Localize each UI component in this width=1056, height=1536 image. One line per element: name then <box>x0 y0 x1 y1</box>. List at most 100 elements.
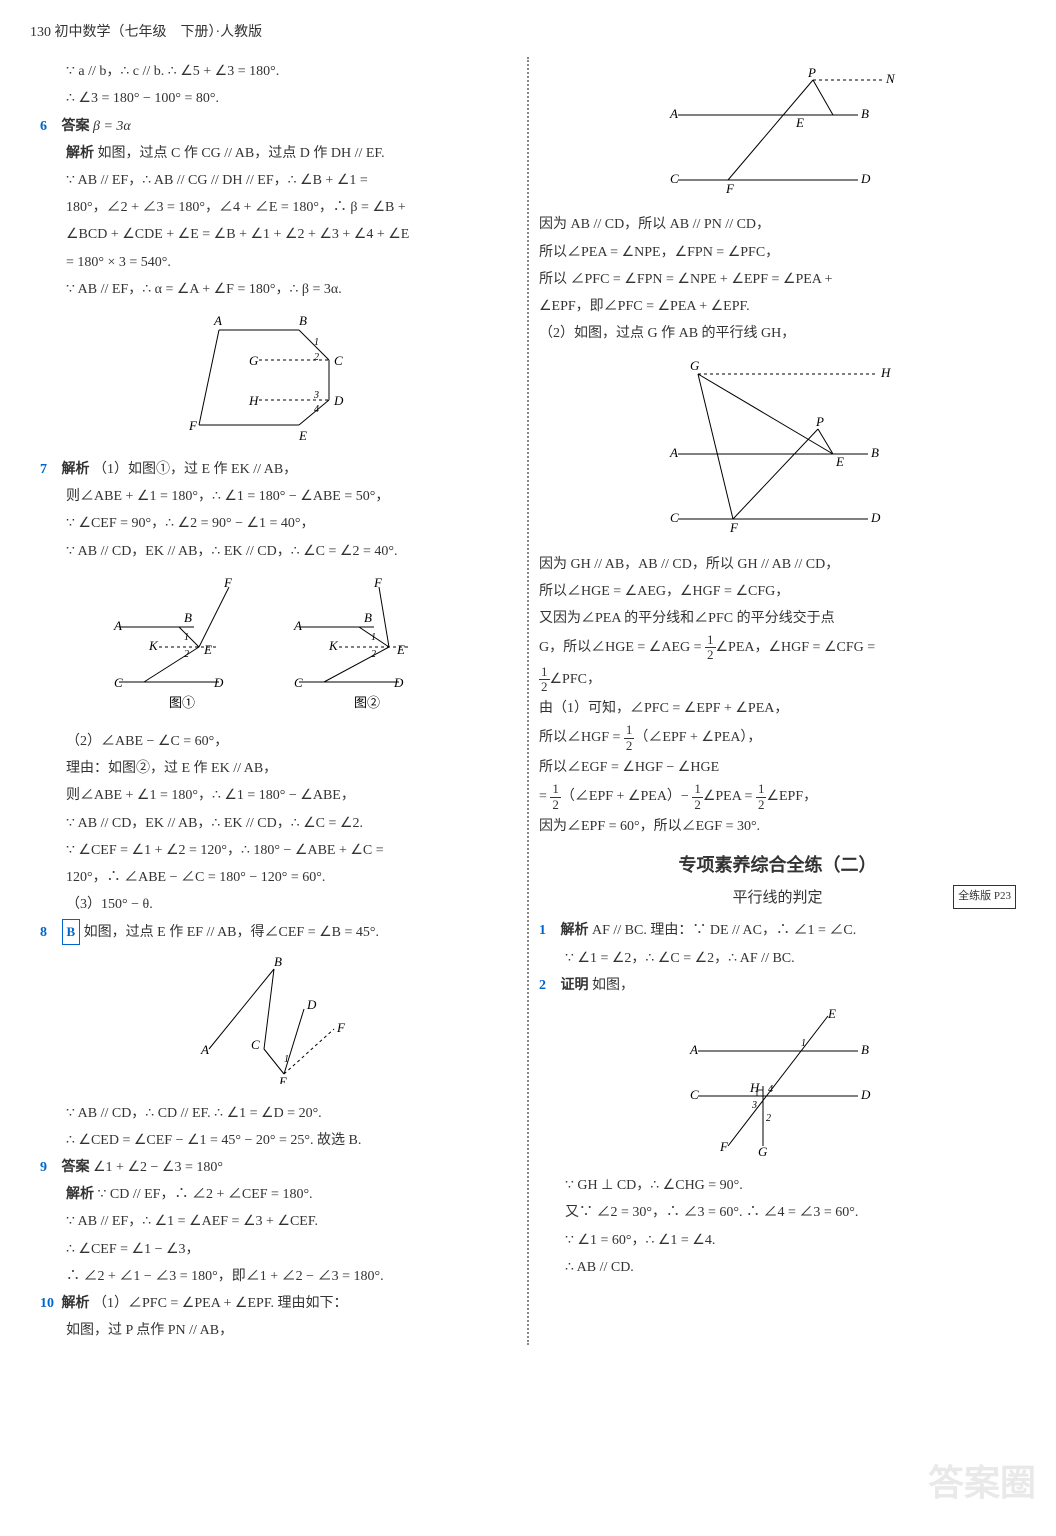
svg-text:F: F <box>336 1020 346 1035</box>
svg-text:4: 4 <box>768 1084 773 1095</box>
text: （1）如图①，过 E 作 EK // AB， <box>93 462 297 477</box>
text-line: 所以 ∠PFC = ∠FPN = ∠NPE + ∠EPF = ∠PEA + <box>539 267 1016 292</box>
text-line: ∵ ∠1 = 60°，∴ ∠1 = ∠4. <box>539 1228 1016 1253</box>
svg-text:2: 2 <box>371 649 376 660</box>
question-8: 8 B 如图，过点 E 作 EF // AB，得∠CEF = ∠B = 45°. <box>40 919 517 945</box>
text-line: ∵ a // b，∴ c // b. ∴ ∠5 + ∠3 = 180°. <box>40 59 517 84</box>
text-line: 则∠ABE + ∠1 = 180°，∴ ∠1 = 180° − ∠ABE = 5… <box>40 484 517 509</box>
svg-text:K: K <box>328 638 339 653</box>
svg-text:D: D <box>213 675 224 690</box>
text-line: 理由：如图②，过 E 作 EK // AB， <box>40 756 517 781</box>
svg-text:2: 2 <box>314 352 319 363</box>
text-line: = 12（∠EPF + ∠PEA）− 12∠PEA = 12∠EPF， <box>539 782 1016 812</box>
answer-text: β = 3α <box>93 119 131 134</box>
text: （1）∠PFC = ∠PEA + ∠EPF. 理由如下： <box>93 1296 347 1311</box>
question-6: 6 答案 β = 3α <box>40 114 517 139</box>
svg-text:B: B <box>861 1042 869 1057</box>
svg-text:A: A <box>293 618 302 633</box>
svg-text:C: C <box>690 1087 699 1102</box>
svg-text:F: F <box>719 1139 729 1154</box>
svg-text:3: 3 <box>313 390 319 401</box>
svg-text:A: A <box>669 445 678 460</box>
page-header: 130 初中数学（七年级 下册）·人教版 <box>30 20 1026 45</box>
svg-text:G: G <box>249 353 259 368</box>
text-line: ∠EPF，即∠PFC = ∠PEA + ∠EPF. <box>539 294 1016 319</box>
svg-text:F: F <box>188 418 198 433</box>
answer-label: 答案 <box>62 1160 90 1175</box>
question-number: 1 <box>539 918 557 943</box>
svg-text:1: 1 <box>184 632 189 643</box>
right-column: AB CD PN EF 因为 AB // CD，所以 AB // PN // C… <box>529 57 1026 1345</box>
svg-text:F: F <box>373 575 383 590</box>
section-subtitle: 平行线的判定 全练版 P23 <box>539 885 1016 912</box>
text-line: 解析 如图，过点 C 作 CG // AB，过点 D 作 DH // EF. <box>40 141 517 166</box>
text-line: ∴ ∠CED = ∠CEF − ∠1 = 45° − 20° = 25°. 故选… <box>40 1128 517 1153</box>
text-line: ∵ AB // EF，∴ AB // CG // DH // EF，∴ ∠B +… <box>40 168 517 193</box>
svg-text:G: G <box>690 358 700 373</box>
question-number: 8 <box>40 920 58 945</box>
text-line: 解析 ∵ CD // EF，∴ ∠2 + ∠CEF = 180°. <box>40 1182 517 1207</box>
svg-text:A: A <box>113 618 122 633</box>
text-line: 所以∠PEA = ∠NPE，∠FPN = ∠PFC， <box>539 240 1016 265</box>
text-line: 12∠PFC， <box>539 665 1016 695</box>
jiexi-label: 解析 <box>66 1187 94 1202</box>
proof-label: 证明 <box>561 978 589 993</box>
text-line: ∵ AB // CD，∴ CD // EF. ∴ ∠1 = ∠D = 20°. <box>40 1101 517 1126</box>
text-line: 所以∠HGE = ∠AEG，∠HGF = ∠CFG， <box>539 579 1016 604</box>
text: 如图，过点 E 作 EF // AB，得∠CEF = ∠B = 45°. <box>84 925 379 940</box>
svg-text:1: 1 <box>284 1054 289 1065</box>
text-line: 所以∠EGF = ∠HGF − ∠HGE <box>539 755 1016 780</box>
svg-text:2: 2 <box>184 649 189 660</box>
text-line: 如图，过 P 点作 PN // AB， <box>40 1318 517 1343</box>
text-line: G，所以∠HGE = ∠AEG = 12∠PEA，∠HGF = ∠CFG = <box>539 633 1016 663</box>
svg-text:G: G <box>758 1144 768 1156</box>
question-number: 6 <box>40 114 58 139</box>
svg-text:E: E <box>278 1074 287 1084</box>
answer-choice-box: B <box>62 919 81 944</box>
answer-label: 答案 <box>62 119 90 134</box>
svg-text:E: E <box>835 454 844 469</box>
svg-text:B: B <box>364 610 372 625</box>
svg-text:E: E <box>795 115 804 130</box>
jiexi-label: 解析 <box>62 1296 90 1311</box>
svg-text:H: H <box>248 393 259 408</box>
svg-text:D: D <box>393 675 404 690</box>
question-number: 7 <box>40 457 58 482</box>
diagram-r1: AB CD PN EF <box>539 65 1016 204</box>
svg-text:C: C <box>294 675 303 690</box>
problem-1: 1 解析 AF // BC. 理由：∵ DE // AC，∴ ∠1 = ∠C. <box>539 918 1016 943</box>
text-line: ∠BCD + ∠CDE + ∠E = ∠B + ∠1 + ∠2 + ∠3 + ∠… <box>40 222 517 247</box>
svg-text:A: A <box>213 313 222 328</box>
question-7: 7 解析 （1）如图①，过 E 作 EK // AB， <box>40 457 517 482</box>
question-number: 10 <box>40 1291 58 1316</box>
text: 如图，过点 C 作 CG // AB，过点 D 作 DH // EF. <box>98 146 385 161</box>
watermark: 答案圈 <box>928 1451 1036 1516</box>
text-line: ∴ ∠CEF = ∠1 − ∠3， <box>40 1237 517 1262</box>
diagram-p2: AB CD EF GH 1 4 3 2 <box>539 1006 1016 1165</box>
svg-text:C: C <box>334 353 343 368</box>
diagram-q6: AB CD EF GH 1 2 3 4 <box>40 310 517 449</box>
question-number: 9 <box>40 1155 58 1180</box>
diagram-r2: GH AB CD PE F <box>539 354 1016 543</box>
svg-text:K: K <box>148 638 159 653</box>
svg-text:3: 3 <box>751 1100 757 1111</box>
text-line: （3）150° − θ. <box>40 892 517 917</box>
fig-label-2: 图② <box>354 695 380 710</box>
svg-text:1: 1 <box>314 337 319 348</box>
svg-text:B: B <box>274 954 282 969</box>
text-line: （2）∠ABE − ∠C = 60°， <box>40 729 517 754</box>
jiexi-label: 解析 <box>561 923 589 938</box>
svg-text:C: C <box>251 1037 260 1052</box>
text-line: 180°，∠2 + ∠3 = 180°，∠4 + ∠E = 180°，∴ β =… <box>40 195 517 220</box>
text-line: ∵ ∠CEF = ∠1 + ∠2 = 120°，∴ 180° − ∠ABE + … <box>40 838 517 863</box>
text-line: = 180° × 3 = 540°. <box>40 250 517 275</box>
svg-text:1: 1 <box>371 632 376 643</box>
svg-text:4: 4 <box>314 404 319 415</box>
svg-text:1: 1 <box>801 1038 806 1049</box>
text-line: ∵ ∠CEF = 90°，∴ ∠2 = 90° − ∠1 = 40°， <box>40 511 517 536</box>
text-line: ∵ AB // CD，EK // AB，∴ EK // CD，∴ ∠C = ∠2… <box>40 811 517 836</box>
text-line: 所以∠HGF = 12（∠EPF + ∠PEA）， <box>539 723 1016 753</box>
svg-text:B: B <box>871 445 879 460</box>
text-line: ∵ AB // EF，∴ α = ∠A + ∠F = 180°，∴ β = 3α… <box>40 277 517 302</box>
text-line: 120°，∴ ∠ABE − ∠C = 180° − 120° = 60°. <box>40 865 517 890</box>
